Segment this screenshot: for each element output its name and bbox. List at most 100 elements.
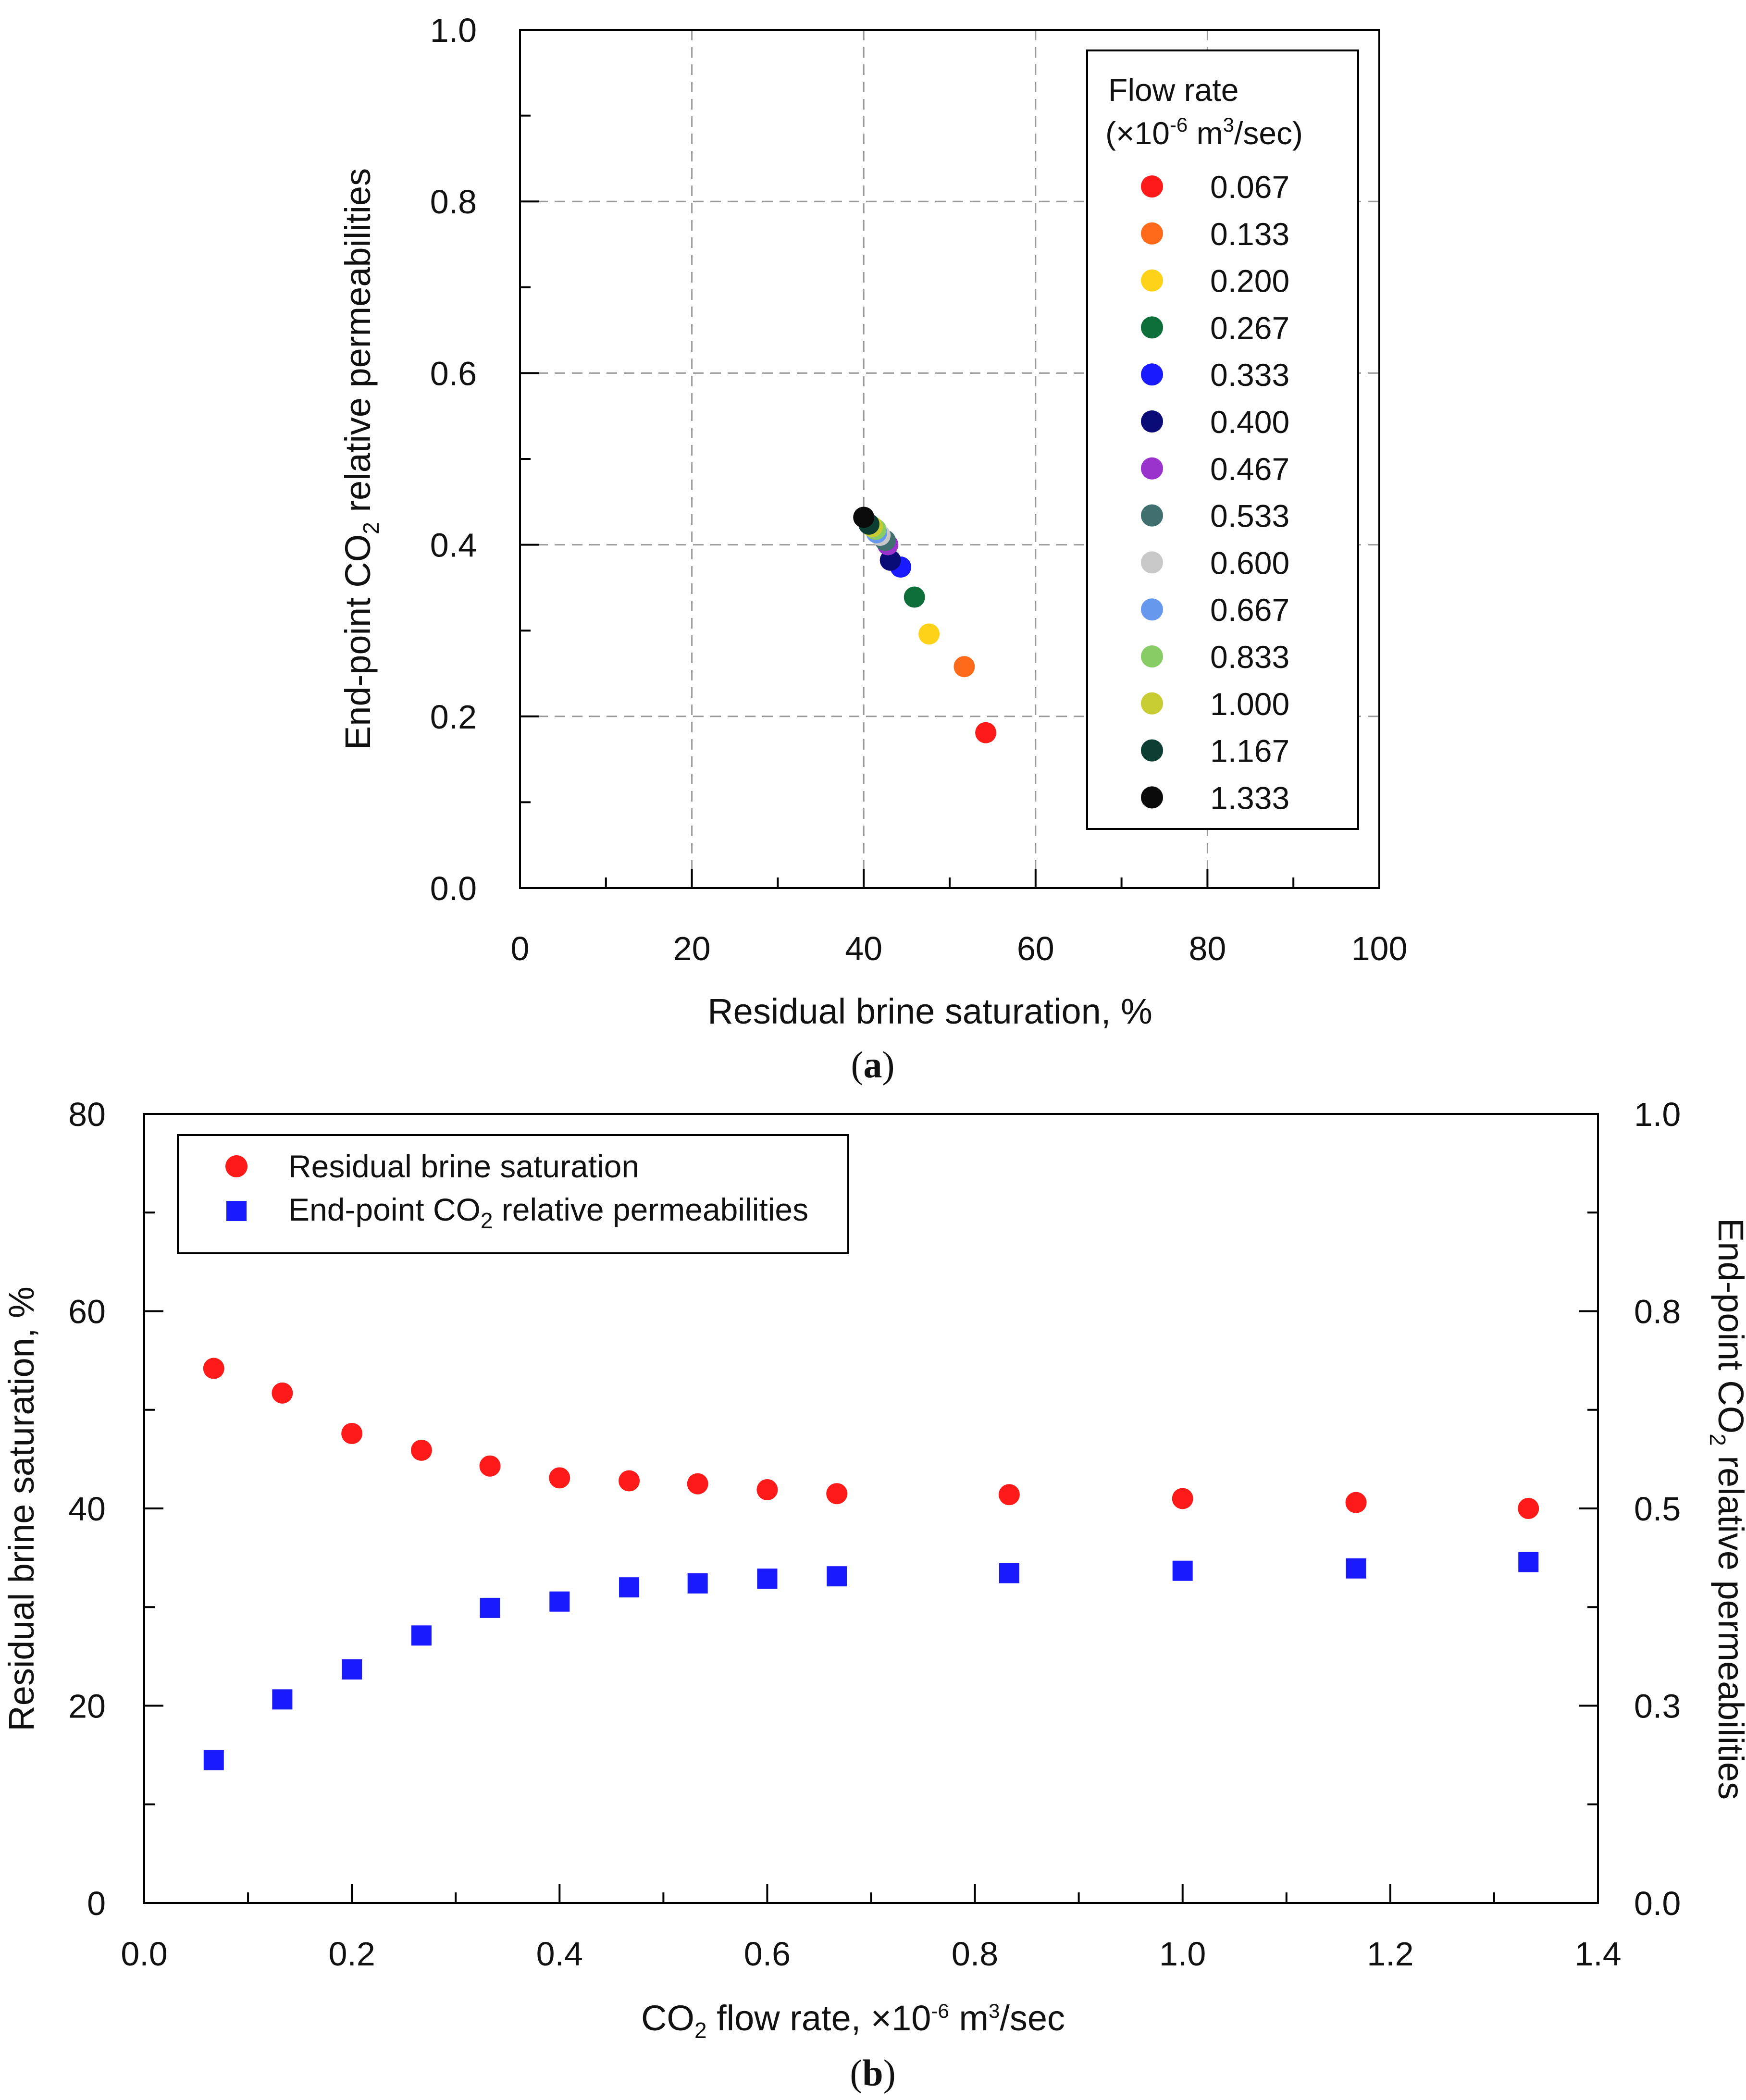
chart-a-legend-label: 1.167: [1210, 733, 1289, 769]
chart-a-legend-marker: [1141, 504, 1163, 527]
chart-b-brine-point: [341, 1423, 363, 1445]
chart-b-x-tick-label: 1.4: [1574, 1935, 1621, 1973]
chart-b-legend-box: [177, 1134, 849, 1254]
chart-b-x-tick-label: 0.4: [536, 1935, 583, 1973]
chart-a-x-tick-labels: 0 20 40 60 80 100: [511, 930, 1408, 967]
chart-a-legend-label: 0.267: [1210, 310, 1289, 346]
x-title-part: m: [949, 1998, 989, 2038]
legend-part: relative permeabilities: [493, 1192, 808, 1227]
chart-a-legend-label: 0.833: [1210, 639, 1289, 675]
chart-a-legend-title-units: (×10-6 m3/sec): [1105, 113, 1303, 151]
x-title-part: CO: [641, 1998, 694, 2038]
chart-b-right-y-tick-label: 0.0: [1634, 1885, 1681, 1922]
chart-b-right-y-axis-title: End-point CO2 relative permeabilities: [1705, 1218, 1746, 1800]
chart-b-permeability-point: [619, 1577, 640, 1598]
legend-subscript: 2: [481, 1208, 493, 1233]
chart-a-legend-marker: [1141, 598, 1163, 621]
chart-a-ticks: [519, 29, 1380, 889]
chart-a-y-tick-labels: 0.0 0.2 0.4 0.6 0.8 1.0: [430, 12, 477, 907]
chart-b-left-y-tick-label: 40: [68, 1490, 106, 1528]
chart-b-brine-point: [479, 1455, 501, 1477]
chart-b-brine-point: [756, 1479, 778, 1501]
chart-b-permeability-point: [203, 1750, 224, 1770]
y2-title-subscript: 2: [1705, 1433, 1730, 1446]
chart-b-legend-marker-perm: [226, 1201, 247, 1221]
chart-a-y-axis-title: End-point CO2 relative permeabilities: [338, 168, 384, 750]
chart-a-legend-label: 1.000: [1210, 686, 1289, 722]
chart-a-legend-label: 0.133: [1210, 216, 1289, 252]
y2-title-part: relative permeabilities: [1711, 1446, 1746, 1800]
chart-a-legend-marker: [1141, 316, 1163, 339]
chart-b-x-tick-label: 0.2: [328, 1935, 375, 1973]
chart-a-legend-label: 1.333: [1210, 780, 1289, 815]
y-title-part: End-point CO: [338, 534, 378, 750]
chart-b-permeability-point: [549, 1591, 570, 1612]
chart-b-brine-point: [1345, 1492, 1367, 1513]
chart-b-permeability-point: [757, 1569, 778, 1589]
chart-b-brine-point: [203, 1358, 224, 1379]
x-title-exponent: -6: [931, 2000, 949, 2022]
chart-a-legend-label: 0.467: [1210, 451, 1289, 487]
chart-a-legend-label: 0.400: [1210, 404, 1289, 440]
chart-b-x-tick-label: 0.6: [744, 1935, 791, 1973]
x-title-exponent: 3: [989, 2000, 1000, 2022]
chart-a-point: [975, 722, 997, 743]
chart-b-x-tick-label: 0.0: [121, 1935, 167, 1973]
chart-b-permeability-point: [411, 1625, 432, 1646]
chart-b-legend-marker-brine: [225, 1155, 248, 1177]
chart-b-brine-point: [998, 1484, 1020, 1506]
chart-b-legend-label-perm: End-point CO2 relative permeabilities: [288, 1192, 808, 1233]
chart-b-permeability-point: [342, 1659, 362, 1680]
units-exponent: -6: [1170, 113, 1188, 136]
chart-a-y-tick-label: 0.0: [430, 870, 477, 907]
chart-b-brine-point: [1172, 1488, 1193, 1509]
chart-b-brine-point: [619, 1470, 640, 1492]
units-part: /sec): [1234, 115, 1303, 151]
legend-part: End-point CO: [288, 1192, 481, 1227]
chart-a-y-tick-label: 0.2: [430, 698, 477, 736]
chart-b-left-y-axis-title: Residual brine saturation, %: [1, 1286, 41, 1731]
chart-b-left-y-tick-labels: 0 20 40 60 80: [68, 1096, 106, 1922]
panel-label-letter: b: [862, 2052, 883, 2094]
chart-b-brine-point: [272, 1382, 293, 1404]
chart-a-panel-label: (a): [851, 1044, 895, 1086]
chart-b-x-tick-label: 0.8: [952, 1935, 998, 1973]
chart-b-x-tick-label: 1.0: [1159, 1935, 1206, 1973]
chart-a-legend-label: 0.067: [1210, 169, 1289, 205]
chart-a-legend-marker: [1141, 739, 1163, 762]
chart-b-permeability-point: [1346, 1558, 1366, 1579]
chart-a-legend: Flow rate (×10-6 m3/sec) 0.067 0.133 0.200…: [1086, 49, 1359, 830]
chart-a-point: [853, 506, 875, 528]
chart-b-left-y-tick-label: 80: [68, 1096, 106, 1133]
chart-a-legend-marker: [1141, 786, 1163, 809]
chart-b-right-y-tick-label: 1.0: [1634, 1096, 1681, 1133]
chart-a-x-tick-label: 60: [1017, 930, 1054, 967]
chart-a-legend-marker: [1141, 222, 1163, 245]
chart-b-panel-label: (b): [850, 2052, 895, 2094]
chart-b-left-y-tick-label: 60: [68, 1293, 106, 1331]
y-title-subscript: 2: [359, 522, 384, 534]
chart-a-legend-marker: [1141, 551, 1163, 574]
chart-a-x-tick-label: 0: [511, 930, 530, 967]
chart-b-permeability-point: [272, 1689, 293, 1710]
chart-b-points: [203, 1358, 1539, 1770]
chart-a-legend-label: 0.333: [1210, 357, 1289, 393]
units-part: (×10: [1105, 115, 1170, 151]
chart-a-point: [953, 656, 975, 678]
chart-b-right-y-tick-label: 0.3: [1634, 1688, 1681, 1725]
chart-a-y-tick-label: 0.4: [430, 527, 477, 564]
chart-a-points: [853, 506, 997, 743]
chart-a-legend-title: Flow rate: [1108, 72, 1238, 108]
y-title-part: relative permeabilities: [338, 168, 378, 522]
chart-b-legend: Residual brine saturation End-point CO2 …: [177, 1134, 849, 1254]
chart-a-x-tick-label: 100: [1351, 930, 1408, 967]
chart-b-permeability-point: [999, 1563, 1019, 1583]
chart-b-brine-point: [826, 1483, 848, 1505]
chart-a-x-tick-label: 80: [1189, 930, 1226, 967]
x-title-subscript: 2: [694, 2018, 707, 2043]
chart-b-left-y-tick-label: 20: [68, 1688, 106, 1725]
chart-b-right-y-tick-label: 0.5: [1634, 1490, 1681, 1528]
chart-b-brine-point: [549, 1467, 570, 1489]
y2-title-part: End-point CO: [1711, 1218, 1746, 1433]
